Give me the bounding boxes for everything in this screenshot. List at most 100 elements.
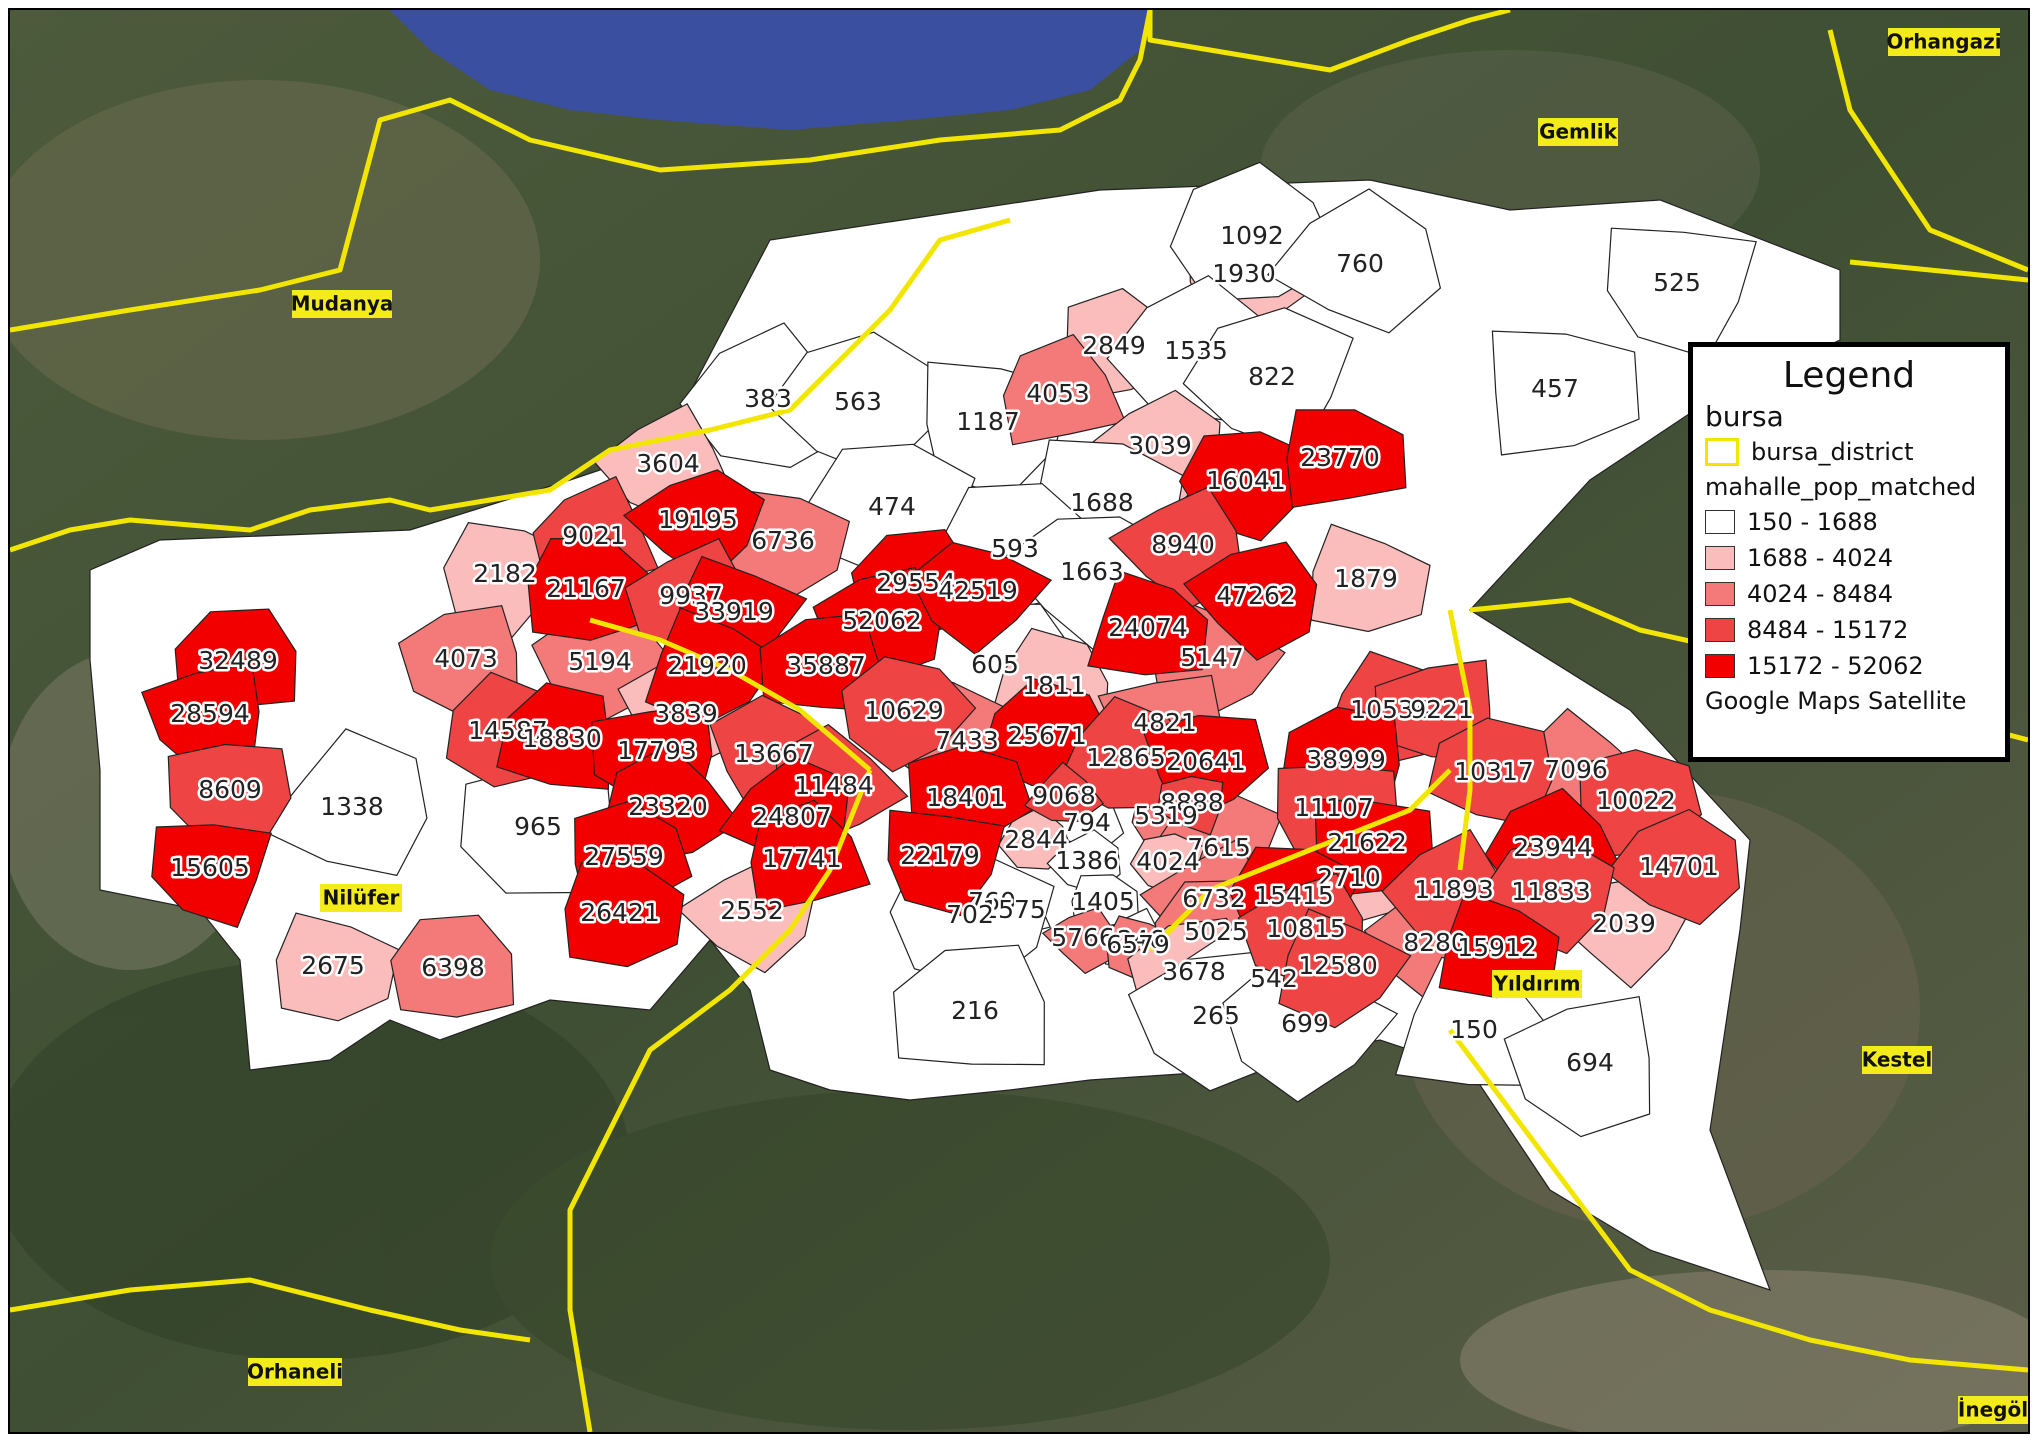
neighborhood-value: 10317 xyxy=(1454,757,1534,786)
neighborhood-value: 2552 xyxy=(720,896,784,925)
neighborhood-value: 1688 xyxy=(1070,488,1134,517)
neighborhood-23770[interactable] xyxy=(1286,409,1407,508)
neighborhood-457[interactable] xyxy=(1491,330,1640,456)
svg-text:Orhaneli: Orhaneli xyxy=(247,1360,343,1384)
neighborhood-21920[interactable] xyxy=(644,607,781,727)
neighborhood-216[interactable] xyxy=(892,944,1045,1066)
neighborhood-value: 6579 xyxy=(1106,930,1170,959)
neighborhood-value: 699 xyxy=(1281,1009,1329,1038)
neighborhood-10629[interactable] xyxy=(841,656,977,773)
neighborhood-value: 4024 xyxy=(1136,847,1200,876)
neighborhood-47262[interactable] xyxy=(1182,541,1318,661)
svg-text:Kestel: Kestel xyxy=(1862,1048,1933,1072)
svg-text:İnegöl: İnegöl xyxy=(1958,1398,2028,1422)
neighborhood-value: 1879 xyxy=(1334,564,1398,593)
neighborhood-value: 11893 xyxy=(1414,875,1494,904)
neighborhood-value: 8888 xyxy=(1160,788,1224,817)
neighborhood-4053[interactable] xyxy=(1002,333,1127,446)
legend-swatch xyxy=(1705,546,1735,570)
neighborhood-value: 6398 xyxy=(421,953,485,982)
neighborhood-value: 7615 xyxy=(1187,833,1251,862)
neighborhood-value: 1930 xyxy=(1212,259,1276,288)
neighborhood-value: 47262 xyxy=(1216,581,1296,610)
neighborhood-value: 822 xyxy=(1248,362,1296,391)
map-legend: Legend bursa bursa_district mahalle_pop_… xyxy=(1688,342,2010,762)
neighborhood-8609[interactable] xyxy=(167,743,292,845)
neighborhood-42519[interactable] xyxy=(909,541,1053,656)
neighborhood-value: 760 xyxy=(968,887,1016,916)
neighborhood-value: 35887 xyxy=(786,651,866,680)
neighborhood-26421[interactable] xyxy=(564,861,685,968)
neighborhood-value: 5194 xyxy=(568,647,632,676)
neighborhood-value: 1386 xyxy=(1055,846,1119,875)
neighborhood-value: 1663 xyxy=(1060,557,1124,586)
neighborhood-9068[interactable] xyxy=(1023,761,1105,823)
svg-text:Yıldırım: Yıldırım xyxy=(1493,972,1581,996)
neighborhood-value: 593 xyxy=(991,534,1039,563)
legend-class-label: 15172 - 52062 xyxy=(1747,652,1924,680)
neighborhood-value: 11107 xyxy=(1294,793,1374,822)
neighborhood-value: 24807 xyxy=(752,802,832,831)
neighborhood-value: 2844 xyxy=(1004,825,1068,854)
neighborhood-value: 21920 xyxy=(667,651,747,680)
neighborhood-6398[interactable] xyxy=(390,914,515,1018)
legend-basemap: Google Maps Satellite xyxy=(1705,687,1967,715)
neighborhood-value: 605 xyxy=(971,650,1019,679)
neighborhood-value: 22179 xyxy=(900,841,980,870)
svg-text:Nilüfer: Nilüfer xyxy=(323,886,400,910)
neighborhood-value: 21167 xyxy=(546,574,626,603)
neighborhood-694[interactable] xyxy=(1503,996,1651,1138)
neighborhood-17741[interactable] xyxy=(750,799,871,913)
legend-class-label: 8484 - 15172 xyxy=(1747,616,1909,644)
neighborhood-1338[interactable] xyxy=(261,728,428,877)
legend-group: bursa xyxy=(1705,400,1784,433)
neighborhood-value: 17741 xyxy=(762,844,842,873)
neighborhood-8888[interactable] xyxy=(1156,775,1224,836)
neighborhood-value: 10815 xyxy=(1266,914,1346,943)
neighborhood-value: 2710 xyxy=(1317,863,1381,892)
neighborhood-24074[interactable] xyxy=(1087,570,1209,676)
neighborhood-value: 3839 xyxy=(654,699,718,728)
neighborhood-value: 3678 xyxy=(1162,957,1226,986)
neighborhood-value: 10629 xyxy=(864,696,944,725)
neighborhood-value: 702 xyxy=(946,900,994,929)
neighborhood-value: 52062 xyxy=(842,606,922,635)
place-orhaneli: Orhaneli xyxy=(247,1358,343,1386)
svg-text:Mudanya: Mudanya xyxy=(291,292,394,316)
neighborhood-value: 26421 xyxy=(580,898,660,927)
neighborhood-value: 4073 xyxy=(434,644,498,673)
neighborhood-value: 9021 xyxy=(562,521,626,550)
neighborhood-value: 5766 xyxy=(1051,923,1115,952)
neighborhood-value: 474 xyxy=(868,492,916,521)
neighborhood-2844[interactable] xyxy=(997,806,1074,870)
svg-text:Orhangazi: Orhangazi xyxy=(1886,30,2001,54)
neighborhood-value: 4821 xyxy=(1133,708,1197,737)
neighborhood-value: 150 xyxy=(1450,1015,1498,1044)
legend-class-label: 1688 - 4024 xyxy=(1747,544,1894,572)
neighborhood-10317[interactable] xyxy=(1427,717,1554,827)
neighborhood-value: 216 xyxy=(951,996,999,1025)
legend-class-label: 150 - 1688 xyxy=(1747,508,1878,536)
neighborhood-22179[interactable] xyxy=(887,809,1006,917)
place-orhangazi: Orhangazi xyxy=(1886,28,2002,56)
legend-class-5: 15172 - 52062 xyxy=(1705,648,1993,684)
neighborhood-12580[interactable] xyxy=(1278,908,1412,1029)
neighborhood-2675[interactable] xyxy=(275,912,400,1022)
neighborhood-value: 8280 xyxy=(1403,928,1467,957)
neighborhood-value: 17793 xyxy=(617,736,697,765)
neighborhood-760[interactable] xyxy=(1266,188,1442,334)
neighborhood-15605[interactable] xyxy=(151,824,272,929)
neighborhood-value: 15912 xyxy=(1457,933,1537,962)
neighborhood-value: 1535 xyxy=(1164,336,1228,365)
neighborhood-18830[interactable] xyxy=(496,682,610,790)
neighborhood-value: 5147 xyxy=(1180,643,1244,672)
neighborhood-value: 1246 xyxy=(1101,925,1165,954)
place-inegol: İnegöl xyxy=(1958,1396,2028,1424)
neighborhood-value: 965 xyxy=(514,812,562,841)
map-frame: 1930 1092 760 525 2849 1535 822 457 383 563 1187 40… xyxy=(8,8,2030,1434)
neighborhood-525[interactable] xyxy=(1606,227,1757,359)
neighborhood-value: 1187 xyxy=(956,407,1020,436)
neighborhood-value: 1405 xyxy=(1071,887,1135,916)
